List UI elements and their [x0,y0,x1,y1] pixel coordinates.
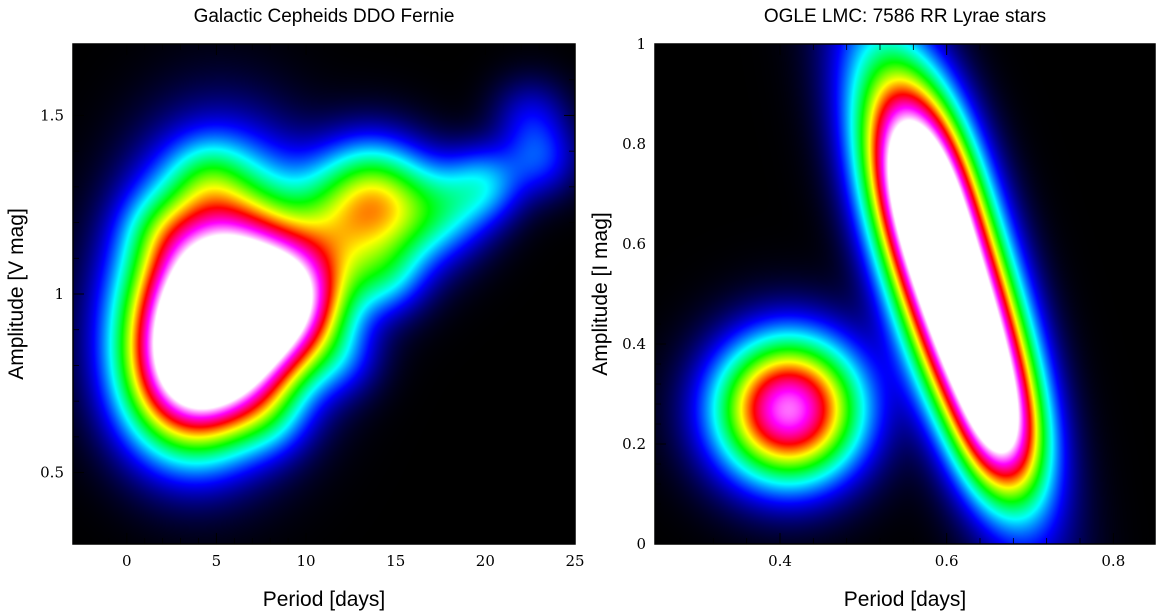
y-tick-label: 0.4 [622,335,646,353]
y-tick-label: 1.5 [40,106,64,124]
left-panel: Galactic Cepheids DDO Fernie 0 5 10 15 20 250… [5,6,585,611]
y-tick-label: 0 [636,535,646,553]
x-tick-label: 10 [297,552,316,570]
x-tick-label: 0.4 [768,552,792,570]
y-tick-label: 0.2 [622,435,646,453]
y-tick-label: 0.6 [622,235,646,253]
density-heatmap [655,44,1155,544]
x-tick-label: 15 [386,552,405,570]
x-tick-label: 0 [122,552,132,570]
plot-frame [72,43,576,545]
chart-title: OGLE LMC: 7586 RR Lyrae stars [764,6,1046,27]
y-tick-label: 0.5 [40,464,64,482]
right-panel: OGLE LMC: 7586 RR Lyrae stars 0.4 0.6 0.80… [589,6,1156,611]
y-axis-label: Amplitude [I mag] [589,212,612,375]
axis-ticks: 0 5 10 15 20 25 0.5 1 1.5 [40,43,585,570]
axis-ticks: 0.4 0.6 0.8 0 0.2 0.4 0.6 0.8 1 [622,35,1155,570]
x-tick-label: 0.8 [1101,552,1125,570]
x-axis-label: Period [days] [844,588,967,611]
y-tick-label: 1 [54,285,64,303]
y-tick-label: 0.8 [622,135,646,153]
x-tick-label: 25 [565,552,584,570]
plot-frame [654,43,1156,545]
x-tick-label: 20 [476,552,495,570]
chart-title: Galactic Cepheids DDO Fernie [194,6,455,27]
x-tick-label: 5 [212,552,222,570]
x-axis-label: Period [days] [263,588,386,611]
y-axis-label: Amplitude [V mag] [5,208,28,380]
x-tick-label: 0.6 [935,552,959,570]
y-tick-label: 1 [636,35,646,53]
density-heatmap [73,44,575,544]
